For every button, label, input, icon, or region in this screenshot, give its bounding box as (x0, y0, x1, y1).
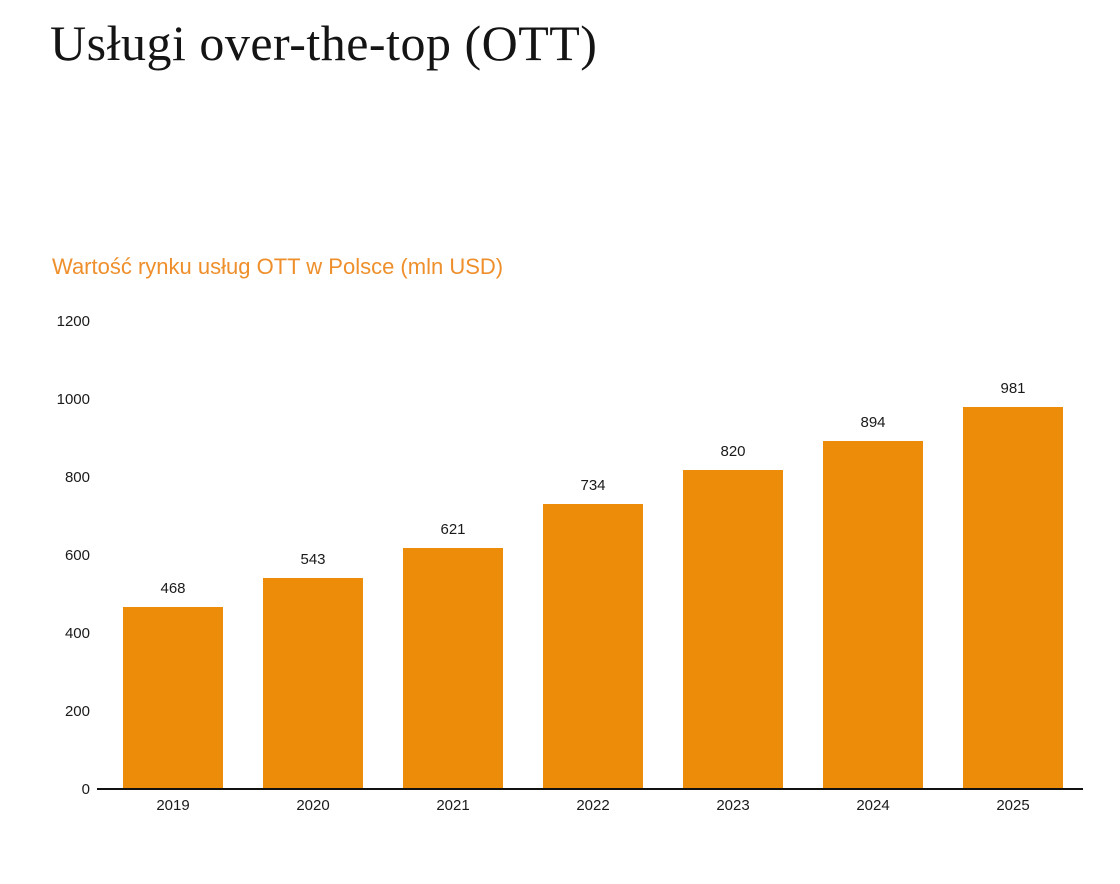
bar-value-label: 734 (580, 476, 606, 494)
x-tick-label: 2024 (856, 797, 890, 814)
chart-title: Wartość rynku usług OTT w Polsce (mln US… (52, 254, 504, 279)
x-tick-label: 2022 (576, 797, 610, 814)
bar-value-label: 894 (860, 414, 886, 432)
y-tick-label: 400 (64, 625, 90, 642)
y-tick-label: 1000 (56, 391, 90, 408)
bar-value-label: 468 (160, 580, 186, 598)
bar-value-label: 981 (1000, 380, 1026, 398)
x-axis: 2019 2020 2021 2022 2023 2024 2025 (103, 797, 1083, 817)
bar-2023 (683, 470, 783, 790)
bar-value-label: 621 (440, 520, 466, 538)
y-tick-label: 0 (81, 781, 90, 798)
bar-value-label: 543 (300, 551, 326, 569)
y-tick-label: 800 (64, 469, 90, 486)
bar-2022 (543, 503, 643, 790)
x-axis-line (97, 788, 1083, 790)
plot-area: 468 543 621 734 820 894 981 (103, 322, 1083, 790)
x-tick-label: 2019 (156, 797, 190, 814)
bar-2019 (123, 607, 223, 790)
x-tick-label: 2023 (716, 797, 750, 814)
bar-2025 (963, 407, 1063, 790)
y-tick-label: 600 (64, 547, 90, 564)
x-tick-label: 2021 (436, 797, 470, 814)
bar-2021 (403, 547, 503, 790)
bar-value-label: 820 (720, 443, 746, 461)
x-tick-label: 2020 (296, 797, 330, 814)
y-axis: 0 200 400 600 800 1000 1200 (20, 314, 90, 798)
y-tick-label: 1200 (56, 313, 90, 330)
bar-2024 (823, 441, 923, 790)
bar-2020 (263, 578, 363, 790)
x-tick-label: 2025 (996, 797, 1030, 814)
y-tick-label: 200 (64, 703, 90, 720)
page-title: Usługi over-the-top (OTT) (50, 15, 598, 71)
